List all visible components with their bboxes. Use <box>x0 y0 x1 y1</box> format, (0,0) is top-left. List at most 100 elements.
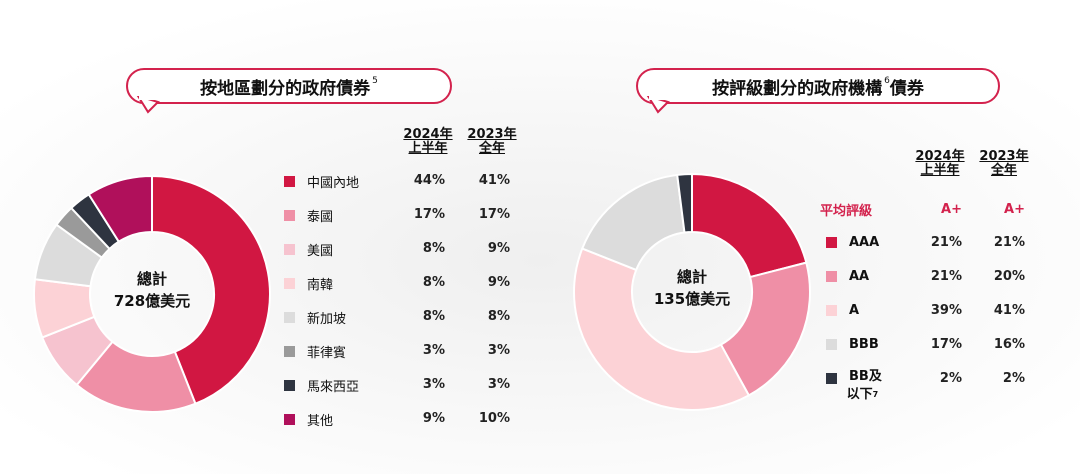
legend-label: 中國內地 <box>307 175 360 191</box>
legend-value-2024: 39% <box>930 303 962 318</box>
left-legend-row: 菲律賓 <box>284 340 346 362</box>
left-col2-period: 全年 <box>478 141 505 156</box>
legend-swatch <box>284 379 295 391</box>
legend-value-2023: 41% <box>478 173 510 188</box>
legend-swatch <box>826 271 837 282</box>
left-legend-row: 南韓 <box>284 272 333 294</box>
right-col2-header: 2023年 全年 <box>972 150 1036 178</box>
legend-value-2024: 8% <box>422 309 445 324</box>
legend-value-2023: 17% <box>478 207 510 222</box>
legend-label: AAA <box>849 232 879 254</box>
legend-label-line2: 以下 <box>846 387 873 402</box>
right-col1-header: 2024年 上半年 <box>908 150 972 178</box>
slice-BBB <box>580 173 686 272</box>
legend-value-2023: 8% <box>487 309 510 324</box>
legend-swatch <box>284 175 295 187</box>
legend-value-2024: 8% <box>422 241 445 256</box>
right-col2-year: 2023年 <box>979 149 1029 164</box>
slice-A <box>573 247 751 411</box>
right-center-amount: 135億美元 <box>653 290 731 308</box>
legend-value-2024: 21% <box>930 235 962 250</box>
legend-value-2024: 17% <box>930 337 962 352</box>
right-center-total: 總計 135億美元 <box>632 266 752 310</box>
legend-swatch <box>826 373 837 384</box>
legend-value-2024: 21% <box>930 269 962 284</box>
left-donut-chart <box>33 174 272 413</box>
legend-value-2023: 3% <box>487 377 510 392</box>
avg-rating-2023: A+ <box>1004 202 1025 217</box>
right-col1-period: 上半年 <box>920 163 960 178</box>
legend-label: 新加坡 <box>307 311 347 327</box>
left-legend-row: 泰國 <box>284 204 333 226</box>
avg-rating-2024: A+ <box>941 202 962 217</box>
right-donut-chart <box>573 172 811 411</box>
legend-label: 其他 <box>307 413 334 429</box>
legend-value-2023: 10% <box>478 411 510 426</box>
legend-label: 泰國 <box>307 209 334 225</box>
right-title: 按評級劃分的政府機構 <box>712 78 883 99</box>
right-legend-row: AA <box>826 266 869 288</box>
legend-value-2024: 3% <box>422 377 445 392</box>
left-col2-header: 2023年 全年 <box>460 128 524 156</box>
left-title-banner: 按地區劃分的政府債券 5 <box>126 68 452 104</box>
legend-value-2024: 9% <box>422 411 445 426</box>
legend-label-line1: AAA <box>849 235 880 250</box>
left-col1-year: 2024年 <box>403 127 453 142</box>
legend-label: 美國 <box>307 243 334 259</box>
legend-swatch <box>284 209 295 221</box>
legend-value-2023: 21% <box>993 235 1025 250</box>
legend-value-2023: 16% <box>993 337 1025 352</box>
right-legend-row: AAA <box>826 232 879 254</box>
legend-swatch <box>826 237 837 248</box>
left-col1-header: 2024年 上半年 <box>396 128 460 156</box>
left-legend-row: 馬來西亞 <box>284 374 359 396</box>
right-legend-row: A <box>826 300 859 322</box>
right-col2-period: 全年 <box>990 163 1017 178</box>
legend-value-2024: 17% <box>413 207 445 222</box>
slice-中國內地 <box>151 174 272 406</box>
legend-label-line1: AA <box>849 269 870 284</box>
legend-label-footnote: 7 <box>872 390 879 399</box>
left-col2-year: 2023年 <box>467 127 517 142</box>
legend-swatch <box>284 311 295 323</box>
slice-AAA <box>691 172 808 279</box>
slice-AA <box>719 261 811 397</box>
legend-label: 南韓 <box>307 277 334 293</box>
left-center-label: 總計 <box>136 270 167 288</box>
right-center-label: 總計 <box>676 268 707 286</box>
legend-value-2023: 9% <box>487 241 510 256</box>
left-col1-period: 上半年 <box>408 141 448 156</box>
legend-swatch <box>284 345 295 357</box>
left-legend-row: 美國 <box>284 238 333 260</box>
slice-其他 <box>87 174 153 244</box>
legend-label-line1: A <box>849 303 860 318</box>
legend-value-2023: 2% <box>1002 371 1025 386</box>
legend-value-2024: 2% <box>939 371 962 386</box>
legend-swatch <box>284 243 295 255</box>
legend-value-2023: 9% <box>487 275 510 290</box>
legend-value-2024: 3% <box>422 343 445 358</box>
right-title-banner: 按評級劃分的政府機構 6 債券 <box>636 68 1000 104</box>
legend-value-2023: 3% <box>487 343 510 358</box>
left-title: 按地區劃分的政府債券 <box>200 78 371 99</box>
legend-value-2024: 8% <box>422 275 445 290</box>
legend-label: BB及以下7 <box>846 368 882 404</box>
right-banner-tail <box>646 96 670 114</box>
left-banner-tail <box>136 96 160 114</box>
right-col1-year: 2024年 <box>915 149 965 164</box>
legend-label-line1: BBB <box>849 337 879 352</box>
legend-label: 菲律賓 <box>307 345 347 361</box>
legend-label: A <box>849 300 859 322</box>
legend-label-line1: BB及 <box>849 369 882 384</box>
right-legend-row: BB及以下7 <box>826 368 882 402</box>
legend-label: BBB <box>849 334 879 356</box>
left-center-total: 總計 728億美元 <box>92 268 212 312</box>
left-center-amount: 728億美元 <box>113 292 191 310</box>
right-title-tail: 債券 <box>889 78 924 99</box>
left-legend-row: 其他 <box>284 408 333 430</box>
legend-value-2024: 44% <box>413 173 445 188</box>
legend-label: AA <box>849 266 869 288</box>
legend-swatch <box>284 413 295 425</box>
left-legend-row: 中國內地 <box>284 170 359 192</box>
legend-swatch <box>826 339 837 350</box>
